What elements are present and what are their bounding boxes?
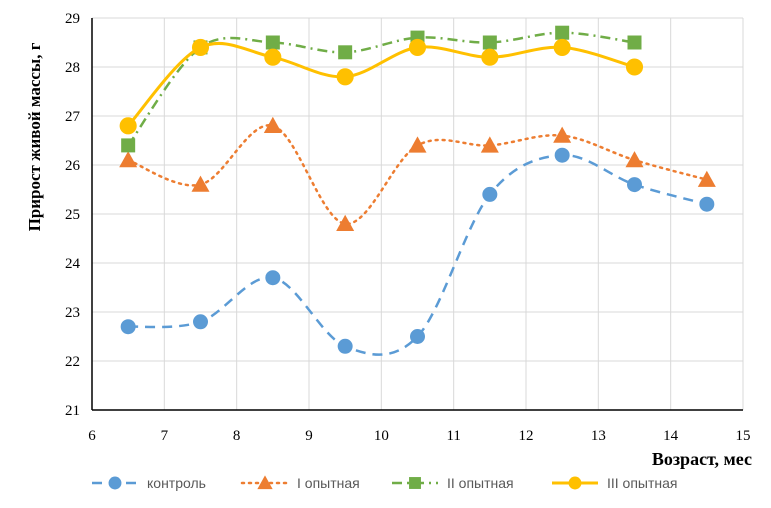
legend-label: контроль [147, 475, 206, 491]
data-point [697, 170, 716, 187]
data-point [191, 38, 210, 56]
data-point [553, 38, 571, 56]
data-point [627, 35, 642, 50]
data-point [554, 147, 570, 163]
data-point [191, 175, 210, 192]
legend-label: I опытная [297, 475, 360, 491]
x-tick-label: 14 [663, 428, 679, 444]
data-point [408, 38, 427, 56]
y-tick-label: 29 [65, 11, 80, 27]
y-tick-label: 24 [65, 256, 81, 272]
data-point [264, 48, 282, 66]
series-1 [120, 147, 715, 356]
legend-item: III опытная [552, 475, 678, 491]
y-tick-label: 25 [65, 207, 80, 223]
data-point [337, 338, 353, 354]
data-point [263, 116, 282, 133]
data-point [336, 68, 354, 86]
data-point [555, 25, 570, 40]
data-point [482, 186, 498, 202]
x-axis-label: Возраст, мес [652, 449, 752, 469]
data-point [336, 214, 355, 231]
x-tick-label: 9 [305, 428, 313, 444]
data-point [119, 117, 137, 135]
data-point [480, 136, 499, 153]
series-line [127, 31, 635, 147]
x-tick-label: 11 [446, 428, 460, 444]
legend-marker [568, 476, 582, 490]
data-point [119, 151, 138, 168]
series-2 [119, 116, 716, 231]
data-point [120, 319, 136, 335]
axes [91, 18, 743, 411]
data-point [265, 270, 281, 286]
legend-item: II опытная [392, 475, 514, 491]
series-4 [119, 38, 644, 135]
legend-marker [257, 475, 273, 490]
data-point [699, 196, 715, 212]
legend-item: контроль [92, 475, 206, 491]
legend-marker [108, 476, 122, 490]
y-tick-label: 26 [65, 158, 81, 174]
data-point [410, 329, 425, 344]
y-tick-label: 22 [65, 354, 80, 370]
legend-item: I опытная [240, 475, 360, 491]
x-tick-label: 12 [519, 428, 534, 444]
data-point [193, 314, 208, 330]
y-tick-label: 28 [65, 60, 80, 76]
x-tick-label: 6 [88, 428, 96, 444]
data-point [625, 58, 644, 76]
legend-marker [409, 477, 421, 489]
legend-label: III опытная [607, 475, 678, 491]
y-tick-label: 23 [65, 305, 80, 321]
y-tick-label: 27 [65, 109, 81, 125]
x-tick-labels: 6 7 8 9 10 11 12 13 14 15 [88, 428, 750, 444]
x-tick-label: 8 [233, 428, 241, 444]
x-tick-label: 13 [591, 428, 606, 444]
x-tick-label: 15 [736, 428, 751, 444]
data-point [338, 45, 353, 60]
data-point [625, 151, 644, 168]
y-tick-label: 21 [65, 403, 80, 419]
y-axis-label: Прирост живой массы, г [25, 42, 44, 231]
data-point [553, 126, 572, 143]
series-line [126, 124, 709, 226]
series-3 [121, 25, 642, 153]
data-point [265, 35, 280, 50]
gridlines [92, 17, 744, 410]
data-point [408, 136, 427, 153]
x-tick-label: 7 [161, 428, 169, 444]
data-point [482, 35, 497, 50]
x-tick-label: 10 [374, 428, 389, 444]
data-point [481, 48, 499, 66]
data-point [121, 138, 136, 153]
y-tick-labels: 21 22 23 24 25 26 27 28 29 [65, 11, 81, 419]
legend-label: II опытная [447, 475, 514, 491]
legend: контроль I опытная II опытная III опытная [92, 475, 678, 491]
series-line [128, 153, 708, 356]
series-group [119, 25, 716, 356]
data-point [627, 177, 642, 193]
